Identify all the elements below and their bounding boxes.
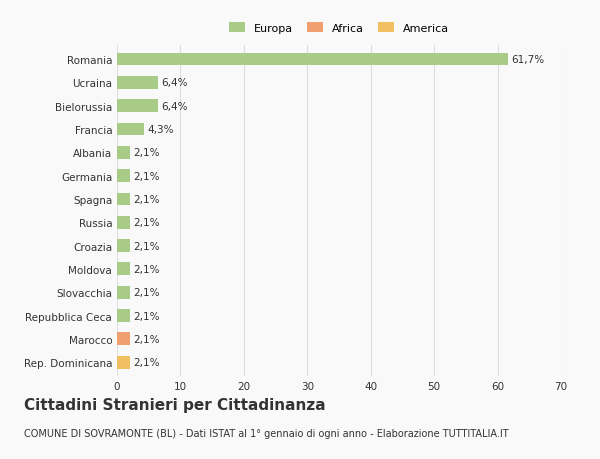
Bar: [117, 146, 130, 159]
Bar: [117, 193, 130, 206]
Bar: [117, 286, 130, 299]
Text: COMUNE DI SOVRAMONTE (BL) - Dati ISTAT al 1° gennaio di ogni anno - Elaborazione: COMUNE DI SOVRAMONTE (BL) - Dati ISTAT a…: [24, 428, 509, 438]
Text: 2,1%: 2,1%: [133, 171, 160, 181]
Text: 2,1%: 2,1%: [133, 195, 160, 205]
Bar: [117, 263, 130, 276]
Legend: Europa, Africa, America: Europa, Africa, America: [229, 23, 449, 34]
Bar: [117, 77, 158, 90]
Bar: [117, 53, 508, 66]
Bar: [117, 170, 130, 183]
Bar: [117, 309, 130, 322]
Bar: [117, 356, 130, 369]
Text: 6,4%: 6,4%: [161, 101, 187, 112]
Text: 2,1%: 2,1%: [133, 148, 160, 158]
Text: 2,1%: 2,1%: [133, 334, 160, 344]
Text: 2,1%: 2,1%: [133, 218, 160, 228]
Text: 61,7%: 61,7%: [512, 55, 545, 65]
Text: 2,1%: 2,1%: [133, 264, 160, 274]
Text: 2,1%: 2,1%: [133, 311, 160, 321]
Bar: [117, 100, 158, 113]
Text: 2,1%: 2,1%: [133, 358, 160, 367]
Bar: [117, 240, 130, 252]
Text: 6,4%: 6,4%: [161, 78, 187, 88]
Bar: [117, 333, 130, 346]
Bar: [117, 216, 130, 229]
Bar: [117, 123, 144, 136]
Text: Cittadini Stranieri per Cittadinanza: Cittadini Stranieri per Cittadinanza: [24, 397, 326, 412]
Text: 2,1%: 2,1%: [133, 241, 160, 251]
Text: 2,1%: 2,1%: [133, 288, 160, 297]
Text: 4,3%: 4,3%: [148, 125, 174, 134]
